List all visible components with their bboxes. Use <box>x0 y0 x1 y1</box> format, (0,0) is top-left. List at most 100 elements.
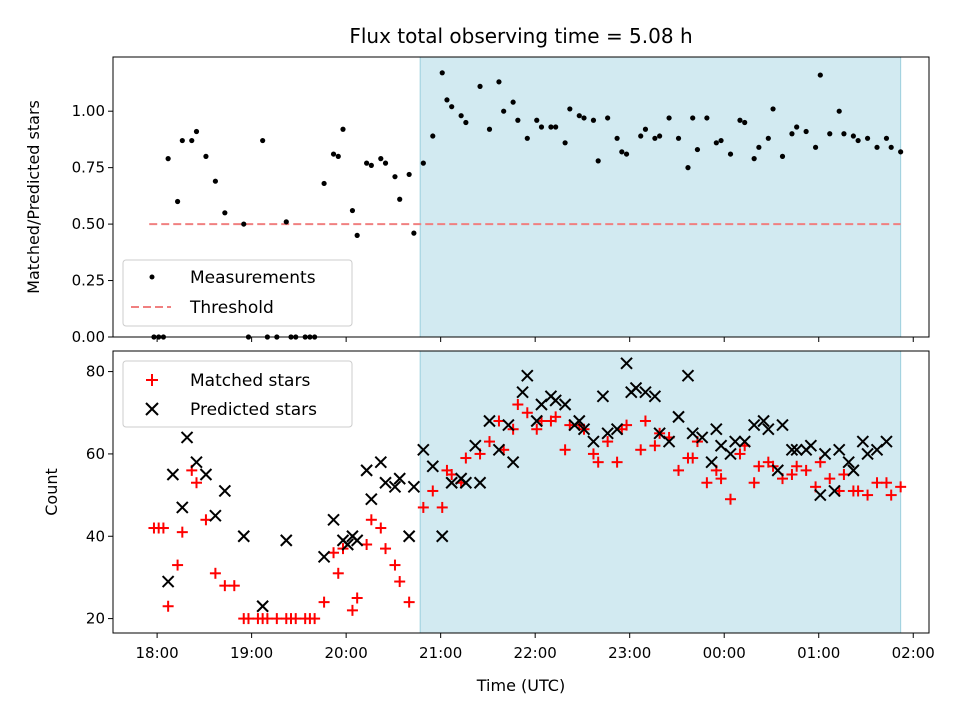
predicted-star-point <box>662 435 676 448</box>
matched-star-point <box>592 456 604 468</box>
bottom-xtick-label: 20:00 <box>325 644 368 662</box>
predicted-star-point <box>161 575 175 588</box>
predicted-star-point <box>814 488 827 502</box>
measurement-point <box>666 115 672 121</box>
predicted-star-point <box>379 476 392 489</box>
predicted-legend-marker <box>145 402 159 416</box>
matched-star-point <box>673 464 685 476</box>
matched-star-point <box>587 448 599 460</box>
measurement-point <box>538 124 545 130</box>
matched-star-point <box>748 477 760 489</box>
predicted-star-point <box>506 455 520 469</box>
predicted-star-point <box>388 480 402 494</box>
measurement-point <box>534 117 540 123</box>
measurement-point <box>685 165 691 171</box>
predicted-star-point <box>639 385 652 399</box>
bottom-shaded-region <box>419 350 902 634</box>
measurement-point <box>335 153 341 159</box>
measurement-point <box>212 178 218 184</box>
bottom-ytick-label: 40 <box>86 527 105 545</box>
matched-star-point <box>838 469 850 481</box>
matched-star-point <box>394 576 406 588</box>
measurement-point <box>283 219 289 225</box>
predicted-star-point <box>847 464 860 477</box>
measurement-point <box>638 133 644 139</box>
measurement-point <box>652 135 658 141</box>
top-ytick-label: 0.75 <box>72 159 105 177</box>
matched-star-point <box>375 522 387 534</box>
matched-star-point <box>351 592 363 604</box>
matched-star-point <box>791 460 803 472</box>
top-y-ticks: 0.00 0.25 0.50 0.75 1.00 <box>72 102 113 346</box>
predicted-star-point <box>218 484 232 498</box>
matched-star-point <box>862 489 874 501</box>
bottom-xtick-label: 01:00 <box>797 644 840 662</box>
matched-star-point <box>880 477 892 489</box>
bottom-ytick-label: 60 <box>86 445 105 463</box>
measurement-point <box>203 153 209 159</box>
predicted-star-point <box>280 534 293 547</box>
matched-star-point <box>715 473 727 485</box>
matched-star-point <box>242 613 254 625</box>
bottom-y-axis-label: Count <box>42 468 61 516</box>
measurement-point <box>340 126 346 132</box>
matched-star-point <box>157 522 169 534</box>
measurement-point <box>548 124 554 130</box>
predicted-star-point <box>473 476 487 489</box>
measurement-point <box>458 113 464 119</box>
predicted-star-point <box>445 476 458 489</box>
measurement-point <box>836 108 842 114</box>
measurement-point <box>718 137 724 144</box>
predicted-star-point <box>549 394 562 407</box>
predicted-star-point <box>530 414 543 428</box>
bottom-x-ticks: 18:00 19:00 20:00 21:00 22:00 23:00 00:00 01:00… <box>135 633 935 662</box>
measurements-legend-marker <box>149 274 155 280</box>
matched-star-point <box>483 436 495 448</box>
matched-star-point <box>621 419 633 431</box>
measurement-point <box>883 135 890 141</box>
matched-star-point <box>885 489 897 501</box>
bottom-xtick-label: 18:00 <box>135 644 178 662</box>
predicted-star-point <box>710 423 723 436</box>
measurement-point <box>444 97 450 103</box>
predicted-star-point <box>762 423 775 436</box>
measurement-point <box>260 137 266 144</box>
measurement-point <box>817 72 823 78</box>
bottom-ytick-label: 20 <box>86 610 105 628</box>
bottom-xtick-label: 21:00 <box>419 644 462 662</box>
measurement-point <box>765 135 771 141</box>
matched-star-point <box>176 526 188 538</box>
predicted-star-point <box>360 464 373 477</box>
matched-legend-marker <box>146 374 158 386</box>
matched-star-point <box>162 600 174 612</box>
measurement-point <box>189 137 195 144</box>
measurement-point <box>449 104 455 110</box>
predicted-star-point <box>521 369 534 382</box>
predicted-star-point <box>176 501 189 514</box>
measurement-point <box>463 119 469 126</box>
predicted-star-point <box>620 357 633 370</box>
measurement-point <box>354 232 360 238</box>
matched-star-point <box>190 477 202 489</box>
measurement-point <box>368 162 374 168</box>
measurement-point <box>850 133 856 139</box>
measurement-point <box>411 230 417 236</box>
top-ytick-label: 0.50 <box>72 215 105 233</box>
predicted-star-point <box>256 600 269 613</box>
measurement-point <box>486 126 493 132</box>
predicted-star-point <box>705 455 718 469</box>
measurement-point <box>727 151 734 157</box>
matched-star-point <box>271 613 283 625</box>
predicted-star-point <box>417 443 430 457</box>
predicted-star-point <box>729 435 742 448</box>
predicted-star-point <box>327 513 340 526</box>
bottom-y-ticks: 20 40 60 80 <box>86 363 113 628</box>
matched-star-point <box>493 415 505 427</box>
predicted-star-point <box>833 443 846 457</box>
predicted-star-point <box>856 435 870 448</box>
legend-matched-stars: Matched stars <box>190 371 310 391</box>
measurement-point <box>515 117 521 123</box>
measurement-point <box>510 99 516 105</box>
matched-star-point <box>611 456 623 468</box>
